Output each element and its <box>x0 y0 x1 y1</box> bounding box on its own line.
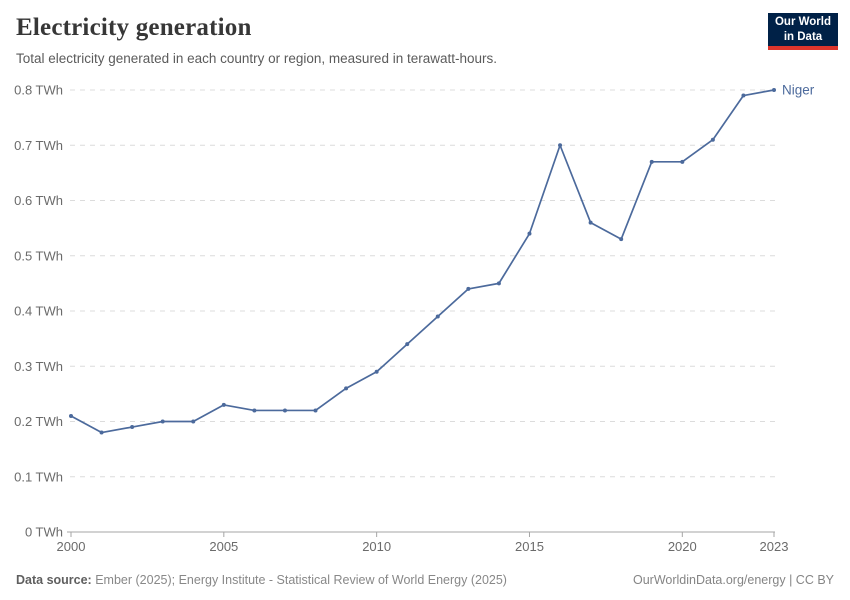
data-point-2004[interactable] <box>191 419 196 424</box>
y-axis-label: 0.5 TWh <box>14 248 63 263</box>
data-source: Data source: Ember (2025); Energy Instit… <box>16 573 507 587</box>
x-axis-label: 2000 <box>57 539 86 554</box>
data-point-2001[interactable] <box>99 430 104 435</box>
x-axis-label: 2005 <box>209 539 238 554</box>
y-axis-label: 0.3 TWh <box>14 359 63 374</box>
y-axis-label: 0.8 TWh <box>14 83 63 98</box>
y-axis-label: 0.2 TWh <box>14 414 63 429</box>
data-point-2011[interactable] <box>405 342 410 347</box>
data-point-2006[interactable] <box>252 408 257 413</box>
x-axis-label: 2023 <box>760 539 789 554</box>
data-point-2021[interactable] <box>710 137 715 142</box>
data-point-2003[interactable] <box>160 419 165 424</box>
line-chart[interactable]: 0 TWh 0.1 TWh 0.2 TWh 0.3 TWh 0.4 TWh 0.5 TWh… <box>0 80 850 570</box>
data-source-label: Data source: <box>16 573 92 587</box>
data-point-2018[interactable] <box>619 237 624 242</box>
data-point-2005[interactable] <box>221 402 226 407</box>
data-point-2020[interactable] <box>680 159 685 164</box>
chart-header: Electricity generation Total electricity… <box>16 14 834 66</box>
niger-line[interactable] <box>70 89 775 434</box>
y-axis-label: 0.6 TWh <box>14 193 63 208</box>
footer-link[interactable]: OurWorldinData.org/energy | CC BY <box>632 573 834 587</box>
owid-logo[interactable]: Our World in Data <box>768 13 838 50</box>
x-axis-label: 2010 <box>362 539 391 554</box>
owid-logo-line2: in Data <box>783 30 823 43</box>
data-point-2016[interactable] <box>558 143 563 148</box>
y-axis-label: 0 TWh <box>25 525 63 540</box>
x-axis-label: 2015 <box>515 539 544 554</box>
data-point-2002[interactable] <box>130 425 135 430</box>
data-point-2017[interactable] <box>588 220 593 225</box>
data-point-2014[interactable] <box>496 281 501 286</box>
data-point-2022[interactable] <box>741 93 746 98</box>
data-point-2023[interactable] <box>772 88 776 92</box>
data-point-2019[interactable] <box>649 159 654 164</box>
owid-logo-line1: Our World <box>774 15 831 28</box>
chart-subtitle: Total electricity generated in each coun… <box>16 51 497 66</box>
data-point-2015[interactable] <box>527 231 532 236</box>
y-axis-label: 0.7 TWh <box>14 138 63 153</box>
x-axis-label: 2020 <box>668 539 697 554</box>
data-point-2000[interactable] <box>69 413 73 418</box>
data-point-2010[interactable] <box>374 369 379 374</box>
y-axis-label: 0.1 TWh <box>14 469 63 484</box>
data-point-2009[interactable] <box>344 386 349 391</box>
data-source-text: Ember (2025); Energy Institute - Statist… <box>95 573 507 587</box>
y-axis-label: 0.4 TWh <box>14 304 63 319</box>
data-point-2013[interactable] <box>466 286 471 291</box>
data-point-2007[interactable] <box>282 408 287 413</box>
data-point-2008[interactable] <box>313 408 318 413</box>
series-label-niger[interactable]: Niger <box>782 83 815 98</box>
data-point-2012[interactable] <box>435 314 440 319</box>
chart-footer: Data source: Ember (2025); Energy Instit… <box>16 573 834 587</box>
page-title: Electricity generation <box>16 14 252 41</box>
